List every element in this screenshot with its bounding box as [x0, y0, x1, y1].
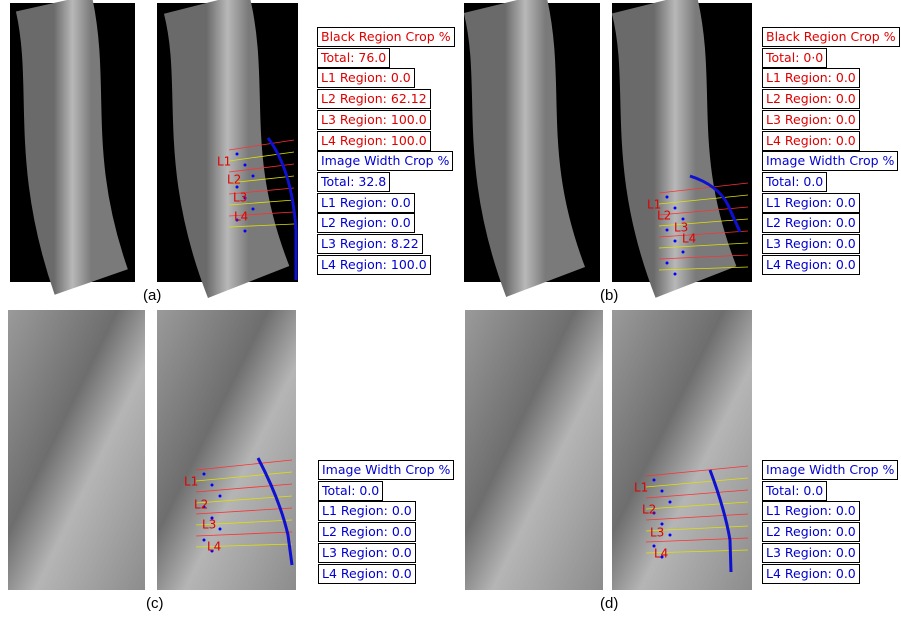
figure: L1L2L3L4L1L2L3L4L1L2L3L4L1L2L3L4 (a)Blac…	[0, 0, 901, 620]
panel-label: (c)	[146, 595, 164, 612]
vertebra-label: L3	[233, 191, 247, 205]
black-region-box: L2 Region: 0.0	[762, 89, 860, 109]
landmark-dot	[674, 273, 677, 276]
image-width-box: L1 Region: 0.0	[318, 501, 416, 521]
xray-image	[157, 310, 296, 590]
image-width-box: Total: 0.0	[762, 481, 827, 501]
landmark-dot	[244, 164, 247, 167]
vertebra-label: L3	[202, 518, 216, 532]
image-width-box: Image Width Crop %	[762, 460, 898, 480]
landmark-dot	[666, 262, 669, 265]
panel-label: (b)	[600, 287, 618, 304]
image-width-box: Total: 32.8	[317, 172, 390, 192]
image-width-box: L3 Region: 0.0	[318, 543, 416, 563]
image-width-box: L1 Region: 0.0	[762, 193, 860, 213]
panel-label: (d)	[600, 595, 618, 612]
landmark-dot	[661, 490, 664, 493]
xray-spine	[54, 3, 92, 282]
image-width-box: L4 Region: 0.0	[318, 564, 416, 584]
vertebra-label: L4	[207, 540, 221, 554]
image-width-box: L2 Region: 0.0	[762, 522, 860, 542]
landmark-dot	[203, 539, 206, 542]
landmark-dot	[219, 495, 222, 498]
xray-spine	[505, 3, 546, 282]
image-width-box: L4 Region: 0.0	[762, 255, 860, 275]
landmark-dot	[669, 501, 672, 504]
vertebra-label: L2	[642, 503, 656, 517]
landmark-dot	[211, 484, 214, 487]
image-width-box: Image Width Crop %	[317, 151, 453, 171]
image-width-box: L2 Region: 0.0	[318, 522, 416, 542]
vertebra-label: L2	[657, 209, 671, 223]
landmark-dot	[203, 473, 206, 476]
black-region-box: L4 Region: 0.0	[762, 131, 860, 151]
image-width-box: L1 Region: 0.0	[317, 193, 415, 213]
black-region-box: L1 Region: 0.0	[762, 68, 860, 88]
vertebra-label: L2	[194, 498, 208, 512]
xray-spine	[206, 3, 248, 282]
vertebra-label: L3	[650, 526, 664, 540]
landmark-dot	[682, 251, 685, 254]
image-width-box: Total: 0.0	[318, 481, 383, 501]
vertebra-label: L1	[634, 481, 648, 495]
black-region-box: L4 Region: 100.0	[317, 131, 431, 151]
black-region-box: L1 Region: 0.0	[317, 68, 415, 88]
image-width-box: L3 Region: 8.22	[317, 234, 423, 254]
vertebra-label: L4	[682, 232, 696, 246]
landmark-dot	[674, 240, 677, 243]
vertebra-label: L1	[184, 475, 198, 489]
landmark-dot	[219, 528, 222, 531]
image-width-box: Total: 0.0	[762, 172, 827, 192]
landmark-dot	[244, 230, 247, 233]
panel-label: (a)	[143, 287, 161, 304]
image-width-box: L2 Region: 0.0	[317, 213, 415, 233]
black-region-box: L3 Region: 100.0	[317, 110, 431, 130]
black-region-box: Black Region Crop %	[317, 27, 455, 47]
image-width-box: L3 Region: 0.0	[762, 234, 860, 254]
landmark-dot	[666, 196, 669, 199]
xray-image	[465, 310, 603, 590]
landmark-dot	[653, 479, 656, 482]
black-region-box: L2 Region: 62.12	[317, 89, 431, 109]
image-width-box: Image Width Crop %	[762, 151, 898, 171]
xray-image	[8, 310, 145, 590]
vertebra-label: L4	[234, 210, 248, 224]
vertebra-label: L1	[217, 155, 231, 169]
landmark-dot	[236, 153, 239, 156]
image-width-box: L4 Region: 100.0	[317, 255, 431, 275]
black-region-box: Total: 76.0	[317, 48, 390, 68]
landmark-dot	[252, 208, 255, 211]
black-region-box: Total: 0·0	[762, 48, 827, 68]
image-width-box: L3 Region: 0.0	[762, 543, 860, 563]
black-region-box: L3 Region: 0.0	[762, 110, 860, 130]
image-width-box: L4 Region: 0.0	[762, 564, 860, 584]
landmark-dot	[674, 207, 677, 210]
landmark-dot	[666, 229, 669, 232]
black-region-box: Black Region Crop %	[762, 27, 900, 47]
landmark-dot	[252, 175, 255, 178]
landmark-dot	[669, 534, 672, 537]
image-width-box: L2 Region: 0.0	[762, 213, 860, 233]
image-width-box: Image Width Crop %	[318, 460, 454, 480]
image-width-box: L1 Region: 0.0	[762, 501, 860, 521]
vertebra-label: L4	[654, 547, 668, 561]
vertebra-label: L2	[227, 173, 241, 187]
